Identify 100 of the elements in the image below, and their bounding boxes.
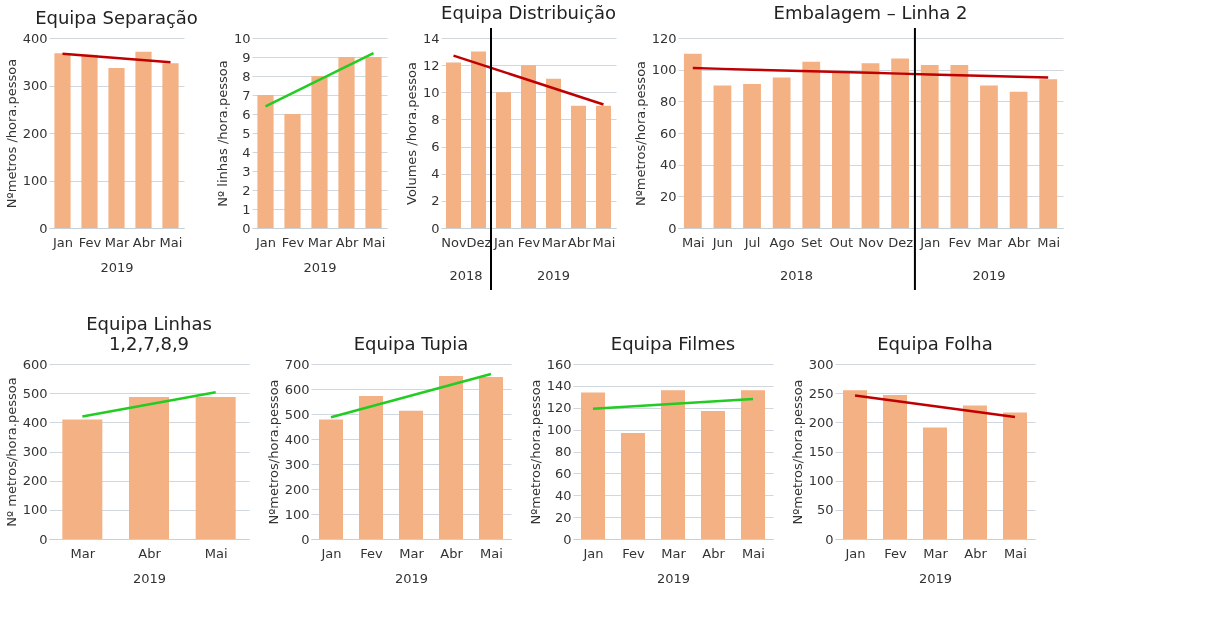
bar — [701, 411, 725, 539]
y-tick-label: 600 — [284, 381, 310, 397]
y-tick-label: 0 — [563, 531, 572, 547]
bar — [521, 65, 536, 228]
x-axis-title: 2019 — [394, 570, 429, 586]
y-tick-label: 700 — [284, 356, 310, 372]
x-tick-label: Mai — [1037, 234, 1061, 250]
bar — [743, 83, 761, 228]
y-axis-title: Nºmetros/hora.pessoa — [789, 379, 805, 525]
y-tick-label: 20 — [659, 188, 677, 204]
y-tick-label: 150 — [808, 444, 834, 459]
bar — [832, 71, 850, 228]
bar — [1009, 91, 1028, 228]
y-tick-label: 100 — [546, 422, 572, 438]
x-tick-label: Mar — [307, 234, 333, 250]
y-tick-label: 400 — [284, 431, 310, 447]
bar — [54, 53, 71, 228]
chart-title: Equipa Separação — [35, 7, 198, 28]
x-tick-label: Jan — [492, 234, 515, 250]
bar — [446, 62, 461, 228]
bar — [923, 427, 947, 539]
x-tick-label: Nov — [858, 234, 884, 250]
chart-title: Equipa Filmes — [610, 333, 736, 354]
x-tick-label: Mai — [480, 545, 503, 561]
bar — [546, 78, 561, 228]
x-tick-label: Jul — [743, 234, 761, 250]
y-tick-label: 200 — [22, 473, 48, 489]
text: 2018 — [779, 268, 814, 283]
chart-title: Equipa Tupia — [353, 333, 469, 354]
x-tick-label: Mar — [104, 234, 130, 250]
x-tick-label: Jan — [254, 234, 277, 250]
y-tick-label: 0 — [431, 220, 440, 236]
y-tick-label: 0 — [39, 220, 48, 236]
y-axis-title: Nºmetros/hora.pessoa — [632, 60, 648, 207]
x-tick-label: Mai — [159, 234, 183, 250]
x-tick-label: Mar — [399, 545, 425, 561]
y-tick-label: 7 — [242, 87, 251, 103]
x-tick-label: Mai — [592, 234, 616, 250]
y-tick-label: 200 — [284, 481, 310, 497]
bar — [683, 53, 702, 228]
y-tick-label: 80 — [554, 444, 572, 459]
bar — [496, 92, 511, 228]
x-tick-label: Fev — [78, 234, 102, 250]
y-tick-label: 400 — [22, 30, 48, 46]
y-tick-label: 1 — [242, 201, 251, 217]
y-tick-label: 6 — [242, 106, 251, 122]
y-tick-label: 10 — [422, 84, 440, 100]
x-tick-label: Jan — [919, 234, 941, 250]
y-tick-label: 200 — [22, 125, 48, 141]
x-tick-label: Fev — [884, 545, 908, 561]
x-tick-label: Jan — [320, 545, 342, 561]
x-tick-label: Abr — [335, 234, 359, 250]
text: 2019 — [972, 268, 1006, 283]
x-tick-label: Fev — [948, 234, 972, 250]
y-tick-label: 4 — [242, 144, 251, 160]
y-tick-label: 100 — [284, 506, 310, 522]
y-tick-label: 8 — [431, 111, 440, 127]
y-axis-title: Nºmetros/hora.pessoa — [527, 379, 543, 525]
y-tick-label: 60 — [659, 125, 677, 141]
y-tick-label: 3 — [242, 163, 251, 179]
x-axis-title: 2019 — [132, 570, 167, 586]
x-tick-label: Mar — [923, 545, 949, 561]
bar — [108, 67, 125, 228]
y-axis-title: Nº linhas /hora.pessoa — [214, 60, 230, 207]
x-tick-label: Mai — [204, 545, 228, 561]
x-tick-label: Fev — [281, 234, 305, 250]
bar — [359, 396, 383, 539]
y-tick-label: 100 — [651, 62, 677, 78]
x-tick-label: Set — [801, 234, 823, 250]
y-tick-label: 12 — [422, 57, 440, 73]
y-tick-label: 300 — [808, 356, 834, 372]
x-tick-label: Ago — [769, 234, 795, 250]
y-tick-label: 160 — [546, 356, 572, 372]
x-tick-label: Jun — [711, 234, 734, 250]
y-tick-label: 20 — [554, 509, 572, 525]
chart-title: Equipa Linhas 1,2,7,8,9 — [86, 313, 212, 354]
chart-title: Equipa Folha — [877, 333, 993, 354]
x-tick-label: Abr — [702, 545, 726, 561]
y-tick-label: 600 — [22, 356, 48, 372]
y-tick-label: 80 — [659, 93, 677, 109]
line-series — [691, 66, 1050, 79]
bar — [621, 432, 645, 539]
y-tick-label: 300 — [22, 78, 48, 93]
x-tick-label: Jan — [844, 545, 866, 561]
y-tick-label: 0 — [242, 220, 251, 236]
bar — [1039, 79, 1058, 228]
bar — [135, 51, 152, 228]
x-tick-label: Mai — [1004, 545, 1027, 561]
bar — [319, 419, 343, 539]
x-tick-label: Abr — [440, 545, 464, 561]
x-tick-label: Nov — [441, 234, 467, 250]
x-axis-title: 2019 — [656, 570, 691, 586]
y-tick-label: 100 — [808, 473, 834, 489]
bar — [471, 51, 486, 228]
x-tick-label: Fev — [622, 545, 646, 561]
bar — [596, 105, 611, 228]
x-tick-label: Dez — [466, 234, 492, 250]
x-tick-label: Jan — [51, 234, 74, 250]
x-tick-label: Fev — [360, 545, 384, 561]
x-tick-label: Fev — [517, 234, 541, 250]
